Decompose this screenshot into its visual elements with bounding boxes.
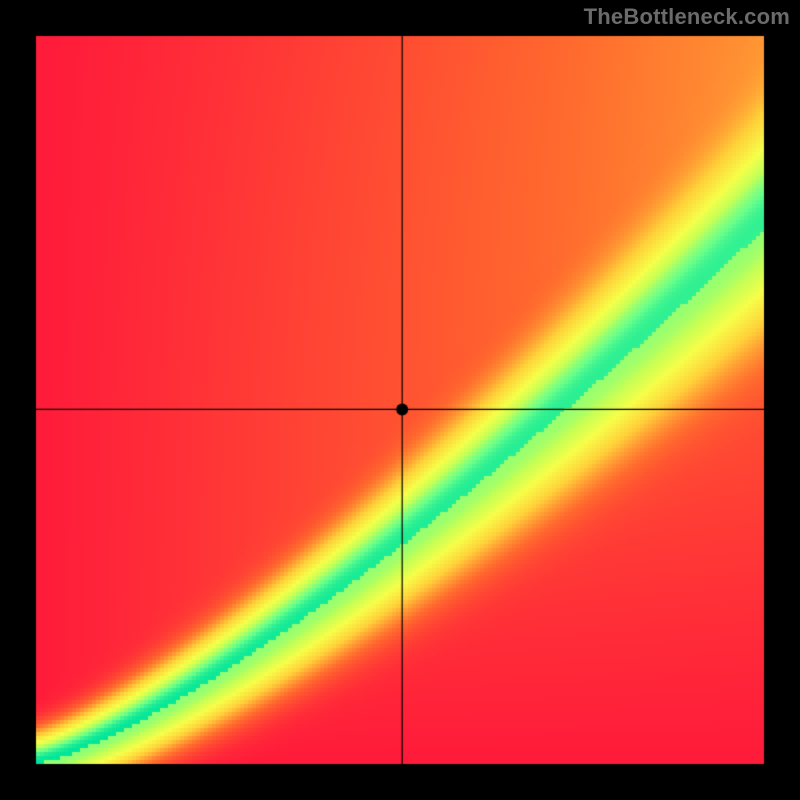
bottleneck-heatmap: TheBottleneck.com [0,0,800,800]
heatmap-canvas [0,0,800,800]
watermark-text: TheBottleneck.com [584,4,790,30]
